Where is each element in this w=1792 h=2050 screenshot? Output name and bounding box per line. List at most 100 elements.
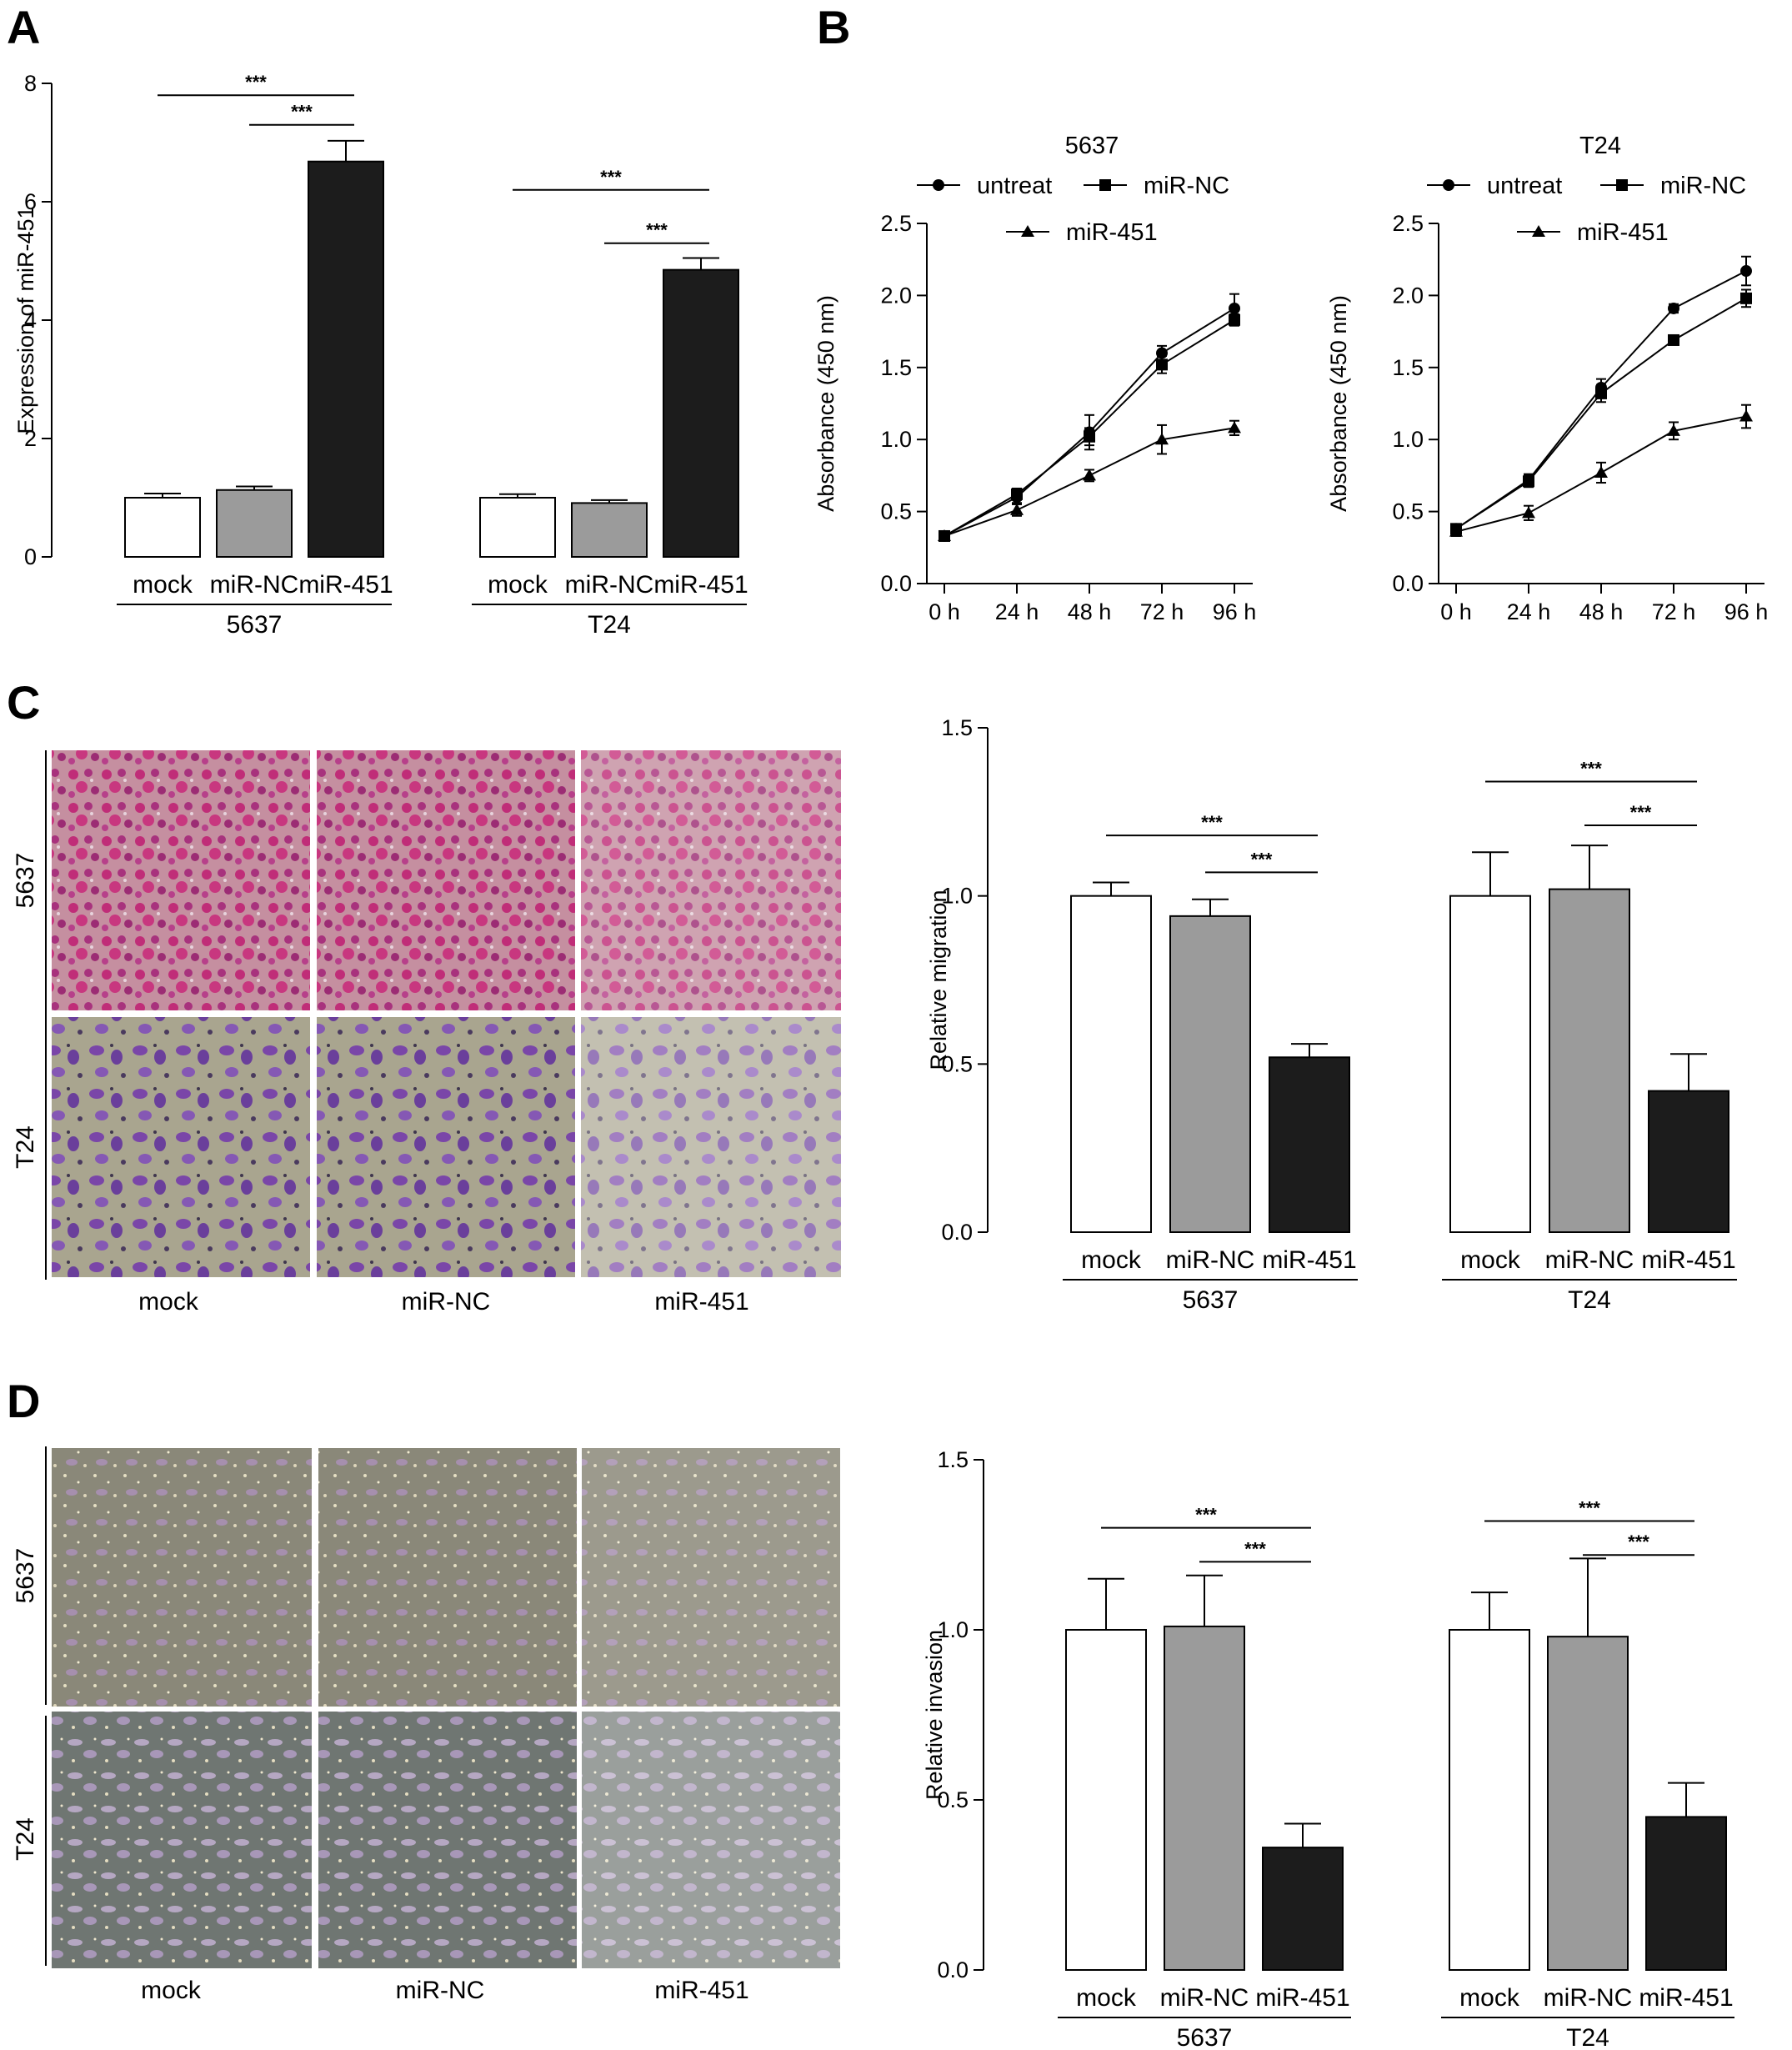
- point-mir-nc: [1740, 292, 1752, 304]
- point-mir-nc: [1668, 333, 1679, 346]
- col-label-d-mir-451: miR-451: [654, 1977, 748, 2004]
- point-mir-nc: [1595, 387, 1607, 399]
- y-tick-label: 1.5: [937, 1447, 969, 1472]
- point-mir-nc: [1084, 430, 1095, 443]
- micrograph-d-5637-mock: [52, 1448, 312, 1707]
- chart-title: T24: [1579, 133, 1621, 159]
- row-label-c-5637: 5637: [12, 853, 39, 909]
- col-label-d-mock: mock: [141, 1977, 202, 2004]
- y-tick-label: 0.5: [941, 1051, 973, 1076]
- bar-5637-mir-451: [308, 160, 384, 558]
- category-label: mock: [1076, 1984, 1137, 2012]
- x-tick-label: 72 h: [1140, 599, 1184, 624]
- point-mir-nc: [1523, 475, 1534, 488]
- point-mir-451: [1449, 524, 1463, 537]
- category-label: miR-NC: [1544, 1984, 1633, 2012]
- category-label: miR-451: [653, 571, 748, 599]
- micrograph-d-t24-mock: [52, 1712, 312, 1968]
- point-mir-nc: [1156, 358, 1168, 371]
- group-label-5637: 5637: [1183, 1286, 1239, 1314]
- col-label-c-mir-nc: miR-NC: [402, 1288, 491, 1316]
- micrograph-c-t24-mir-451: [581, 1017, 841, 1277]
- legend-label-mir-nc: miR-NC: [1144, 173, 1229, 199]
- point-mir-nc: [1011, 488, 1023, 500]
- y-tick-label: 2.0: [1392, 283, 1424, 308]
- bar-t24-mir-451: [663, 268, 739, 558]
- category-label: miR-451: [1639, 1984, 1733, 2012]
- point-mir-451: [938, 529, 951, 541]
- y-tick-label: 1.5: [941, 715, 973, 740]
- point-mir-451: [1594, 465, 1608, 478]
- category-label: miR-NC: [1160, 1984, 1249, 2012]
- x-tick-label: 72 h: [1652, 599, 1696, 624]
- point-mir-nc: [1229, 313, 1240, 326]
- micrograph-d-t24-mir-nc: [318, 1712, 577, 1968]
- legend-marker-untreat: [1443, 179, 1454, 191]
- bar-t24-mock: [479, 497, 556, 558]
- y-tick-label: 0: [24, 544, 37, 569]
- group-label-t24: T24: [1568, 1286, 1611, 1314]
- category-label: miR-NC: [1166, 1246, 1255, 1274]
- bar-5637-mir-nc: [1164, 1625, 1245, 1972]
- chart-b-t24-absorbance: T24 0.0 0.5 1.0 1.5 2.0 2.5 0 h 24 h 48 h 72 h 96 h…: [1326, 133, 1768, 624]
- bar-5637-mock: [124, 497, 201, 558]
- significance-label: ***: [1251, 849, 1273, 870]
- y-axis-label: Relative migration: [926, 890, 951, 1070]
- y-tick-label: 1.0: [941, 884, 973, 909]
- col-label-d-mir-nc: miR-NC: [396, 1977, 485, 2004]
- bar-t24-mock: [1449, 1629, 1530, 1971]
- category-label: mock: [1460, 1246, 1521, 1274]
- legend-label-mir-nc: miR-NC: [1660, 173, 1746, 199]
- legend-marker-mir-nc: [1616, 179, 1628, 191]
- micrograph-c-5637-mir-451: [581, 750, 841, 1010]
- micrograph-d-5637-mir-nc: [318, 1448, 577, 1707]
- x-tick-label: 24 h: [995, 599, 1039, 624]
- chart-c-migration: 0.0 0.5 1.0 1.5 Relative migration mock miR-NC…: [926, 715, 1737, 1314]
- point-untreat: [1740, 265, 1752, 278]
- x-tick-label: 96 h: [1213, 599, 1257, 624]
- point-mir-451: [1522, 506, 1535, 519]
- significance-label: ***: [1195, 1505, 1217, 1526]
- bar-t24-mir-nc: [571, 502, 648, 559]
- x-tick-label: 0 h: [1440, 599, 1472, 624]
- y-tick-label: 1.0: [1392, 427, 1424, 452]
- bar-t24-mir-nc: [1547, 1636, 1629, 1972]
- category-label: miR-451: [1641, 1246, 1735, 1274]
- category-label: miR-451: [1255, 1984, 1349, 2012]
- y-axis-label: Expression of miR-451: [13, 206, 38, 434]
- significance-label: ***: [1201, 812, 1223, 833]
- y-tick-label: 0.5: [937, 1787, 969, 1812]
- y-tick-label: 4: [24, 308, 37, 333]
- row-label-d-t24: T24: [12, 1817, 39, 1861]
- bar-5637-mock: [1065, 1629, 1147, 1971]
- row-label-c-t24: T24: [12, 1125, 39, 1169]
- y-tick-label: 1.5: [1392, 355, 1424, 380]
- significance-label: ***: [1630, 802, 1652, 823]
- y-tick-label: 2.5: [880, 211, 912, 236]
- y-axis-label: Absorbance (450 nm): [1326, 295, 1351, 512]
- significance-label: ***: [1579, 1497, 1600, 1518]
- y-tick-label: 1.5: [880, 355, 912, 380]
- legend-marker-mir-451: [1532, 225, 1545, 237]
- y-tick-label: 0.5: [1392, 499, 1424, 524]
- legend-marker-untreat: [933, 179, 944, 191]
- y-tick-label: 2.5: [1392, 211, 1424, 236]
- bar-t24-mir-nc: [1549, 888, 1630, 1233]
- x-tick-label: 96 h: [1724, 599, 1769, 624]
- panel-label-d: D: [7, 1375, 40, 1427]
- y-tick-label: 0.0: [1392, 571, 1424, 596]
- panel-label-c: C: [7, 676, 40, 729]
- bar-5637-mir-nc: [1169, 915, 1251, 1234]
- micrograph-d-5637-mir-451: [582, 1448, 840, 1707]
- point-untreat: [1668, 302, 1679, 314]
- group-label-5637: 5637: [1177, 2024, 1233, 2050]
- bar-5637-mir-nc: [216, 489, 293, 559]
- category-label: miR-451: [298, 571, 393, 599]
- micrograph-c-t24-mir-nc: [317, 1017, 575, 1277]
- series-line-mir-nc: [1455, 297, 1747, 530]
- y-tick-label: 1.0: [937, 1617, 969, 1642]
- point-untreat: [1229, 302, 1240, 314]
